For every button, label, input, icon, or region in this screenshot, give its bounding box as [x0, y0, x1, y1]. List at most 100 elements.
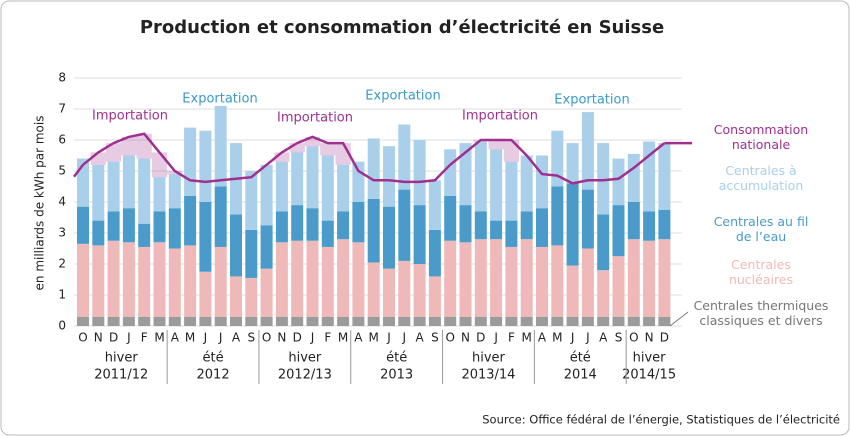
- x-tick-label: J: [585, 331, 590, 345]
- x-tick-label: O: [262, 331, 271, 345]
- bar-segment: [275, 211, 288, 243]
- bar-segment: [199, 316, 212, 326]
- bar-segment: [597, 214, 610, 271]
- bar-segment: [597, 143, 610, 215]
- x-tick-label: J: [386, 331, 391, 345]
- bar-segment: [551, 245, 564, 317]
- period-years: 2012/13: [278, 368, 332, 383]
- x-tick-label: A: [171, 331, 180, 345]
- bar-segment: [352, 202, 365, 243]
- x-tick-label: S: [247, 331, 255, 345]
- bar-segment: [505, 161, 518, 221]
- bar-segment: [214, 246, 227, 317]
- y-tick-label: 4: [58, 195, 66, 209]
- bar-segment: [566, 143, 579, 184]
- period-season: hiver: [472, 351, 506, 366]
- bar-segment: [107, 240, 120, 317]
- bar-segment: [321, 246, 334, 317]
- y-tick-label: 1: [58, 288, 66, 302]
- import-area: [488, 140, 504, 150]
- bar-segment: [352, 242, 365, 317]
- bar-segment: [551, 186, 564, 246]
- x-tick-label: M: [522, 331, 532, 345]
- bar-segment: [367, 198, 380, 263]
- x-tick-label: J: [203, 331, 208, 345]
- bar-segment: [536, 155, 548, 209]
- period-years: 2011/12: [94, 368, 148, 383]
- x-tick-label: M: [552, 331, 562, 345]
- bar-segment: [337, 164, 350, 212]
- bar-segment: [306, 208, 319, 241]
- period-years: 2012: [197, 368, 230, 383]
- bar-segment: [184, 127, 197, 196]
- bar-segment: [122, 155, 135, 209]
- x-tick-label: S: [615, 331, 623, 345]
- bar-segment: [612, 158, 625, 206]
- x-tick-label: O: [629, 331, 638, 345]
- bar-segment: [214, 105, 227, 187]
- bar-segment: [612, 316, 625, 326]
- import-area: [136, 133, 152, 159]
- bar-segment: [490, 239, 503, 317]
- bar-segment: [444, 149, 457, 196]
- bar-segment: [398, 124, 411, 190]
- import-area: [304, 136, 321, 147]
- legend-label: Consommation nationale: [713, 122, 809, 152]
- bar-segment: [275, 161, 288, 212]
- y-tick-label: 3: [58, 226, 66, 240]
- import-area: [167, 171, 183, 175]
- annotation: Exportation: [554, 93, 629, 108]
- bar-segment: [658, 316, 671, 326]
- x-tick-label: F: [324, 331, 331, 345]
- bar-segment: [260, 316, 273, 326]
- import-area: [320, 143, 336, 156]
- bar-segment: [551, 130, 564, 187]
- bar-segment: [122, 208, 135, 243]
- x-tick-label: J: [218, 331, 223, 345]
- bar-segment: [306, 240, 319, 317]
- bar-segment: [566, 265, 579, 317]
- bar-segment: [153, 316, 166, 326]
- period-season: été: [203, 351, 224, 366]
- bar-segment: [383, 316, 395, 326]
- bar-segment: [138, 158, 151, 224]
- bar-segment: [520, 239, 533, 317]
- bar-segment: [184, 195, 197, 246]
- bar-segment: [122, 316, 135, 326]
- x-tick-label: N: [94, 331, 103, 345]
- bar-segment: [398, 260, 411, 317]
- bar-segment: [92, 316, 105, 326]
- bar-segment: [490, 149, 503, 221]
- import-area: [503, 140, 520, 162]
- bar-segment: [352, 316, 365, 326]
- bar-segment: [459, 205, 472, 243]
- x-tick-label: J: [402, 331, 407, 345]
- bar-segment: [566, 316, 579, 326]
- x-tick-label: F: [508, 331, 515, 345]
- bar-segment: [643, 211, 656, 241]
- bar-segment: [536, 246, 548, 317]
- bar-segment: [153, 211, 166, 243]
- bar-segment: [321, 316, 334, 326]
- x-tick-label: A: [354, 331, 363, 345]
- bar-segment: [260, 225, 273, 269]
- x-tick-label: J: [570, 331, 575, 345]
- bar-segment: [92, 245, 105, 317]
- bar-segment: [658, 209, 671, 240]
- bar-segment: [520, 211, 533, 240]
- bar-segment: [536, 316, 548, 326]
- bar-segment: [566, 183, 579, 266]
- bar-segment: [168, 316, 181, 326]
- y-tick-label: 0: [58, 319, 66, 333]
- bar-segment: [337, 316, 350, 326]
- bar-segment: [77, 316, 89, 326]
- bar-segment: [321, 155, 334, 221]
- x-tick-label: N: [277, 331, 286, 345]
- bar-segment: [138, 223, 151, 247]
- legend-leader: [669, 311, 689, 327]
- legend-label: Centrales à accumulation: [718, 163, 804, 193]
- bar-segment: [367, 262, 380, 317]
- import-area: [151, 152, 168, 178]
- bar-segment: [291, 240, 304, 317]
- x-tick-label: D: [109, 331, 118, 345]
